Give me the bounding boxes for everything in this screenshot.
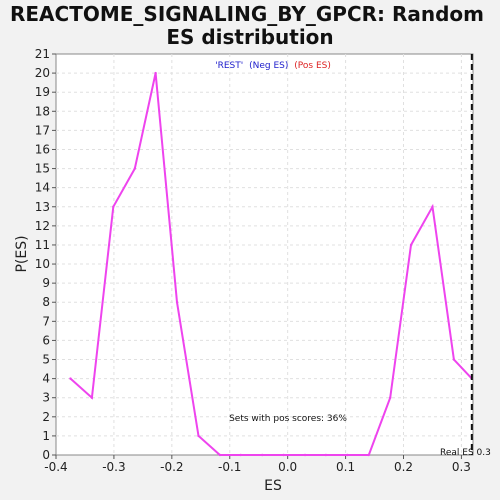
data-point — [282, 453, 285, 457]
data-point — [260, 453, 264, 457]
y-tick-label: 18 — [35, 104, 50, 118]
data-point — [239, 453, 242, 457]
y-tick-label: 6 — [42, 333, 50, 347]
y-tick-label: 15 — [35, 162, 50, 176]
y-tick-label: 12 — [35, 219, 50, 233]
x-tick-label: 0.3 — [452, 460, 471, 474]
y-tick-label: 10 — [35, 257, 50, 271]
x-tick-label: 0.1 — [336, 460, 355, 474]
y-tick-label: 7 — [42, 314, 50, 328]
y-tick-label: 4 — [42, 372, 50, 386]
legend: 'REST' (Neg ES) (Pos ES) — [215, 61, 331, 71]
legend-rest: 'REST' — [215, 61, 243, 71]
y-tick-label: 16 — [35, 142, 50, 156]
data-point — [367, 453, 370, 457]
data-point — [133, 167, 136, 170]
x-tick-label: -0.1 — [218, 460, 241, 474]
real-es-label: Real ES 0.3 — [440, 448, 491, 458]
data-point — [409, 243, 413, 247]
x-axis-label: ES — [264, 478, 282, 494]
data-point — [324, 453, 328, 457]
data-point — [218, 453, 222, 457]
data-point — [388, 396, 392, 399]
data-point — [431, 205, 434, 208]
x-tick-label: -0.2 — [160, 460, 183, 474]
y-tick-label: 3 — [42, 391, 50, 405]
y-tick-label: 13 — [35, 200, 50, 214]
data-point — [69, 377, 72, 380]
x-tick-label: 0.0 — [278, 460, 297, 474]
x-tick-label: 0.2 — [394, 460, 413, 474]
y-tick-label: 1 — [42, 429, 50, 443]
chart-title-line1: REACTOME_SIGNALING_BY_GPCR: Random — [10, 2, 484, 26]
data-point — [112, 205, 115, 208]
data-point — [175, 301, 179, 304]
data-point — [197, 434, 200, 438]
y-tick-label: 2 — [42, 410, 50, 424]
x-axis-ticks: -0.4 -0.3 -0.2 -0.1 0.0 0.1 0.2 0.3 — [44, 455, 471, 474]
chart-title-line2: ES distribution — [166, 25, 333, 49]
data-point — [90, 396, 94, 399]
data-point — [154, 71, 157, 75]
y-tick-label: 5 — [42, 353, 50, 367]
x-tick-label: -0.4 — [44, 460, 67, 474]
y-tick-label: 20 — [35, 66, 50, 80]
y-tick-label: 17 — [35, 123, 50, 137]
y-tick-label: 0 — [42, 448, 50, 462]
data-point — [303, 453, 307, 457]
y-tick-label: 19 — [35, 85, 50, 99]
y-tick-label: 9 — [42, 276, 50, 290]
pos-scores-annotation: Sets with pos scores: 36% — [229, 414, 347, 424]
data-point — [346, 453, 349, 457]
x-tick-label: -0.3 — [102, 460, 125, 474]
legend-neg: (Neg ES) — [249, 61, 288, 71]
data-point — [452, 358, 456, 361]
y-tick-label: 21 — [35, 47, 50, 61]
series-line — [69, 72, 473, 456]
y-tick-label: 8 — [42, 295, 50, 309]
y-tick-label: 11 — [35, 238, 50, 252]
y-tick-label: 14 — [35, 181, 50, 195]
y-axis-label: P(ES) — [14, 235, 30, 272]
legend-pos: (Pos ES) — [294, 61, 331, 71]
